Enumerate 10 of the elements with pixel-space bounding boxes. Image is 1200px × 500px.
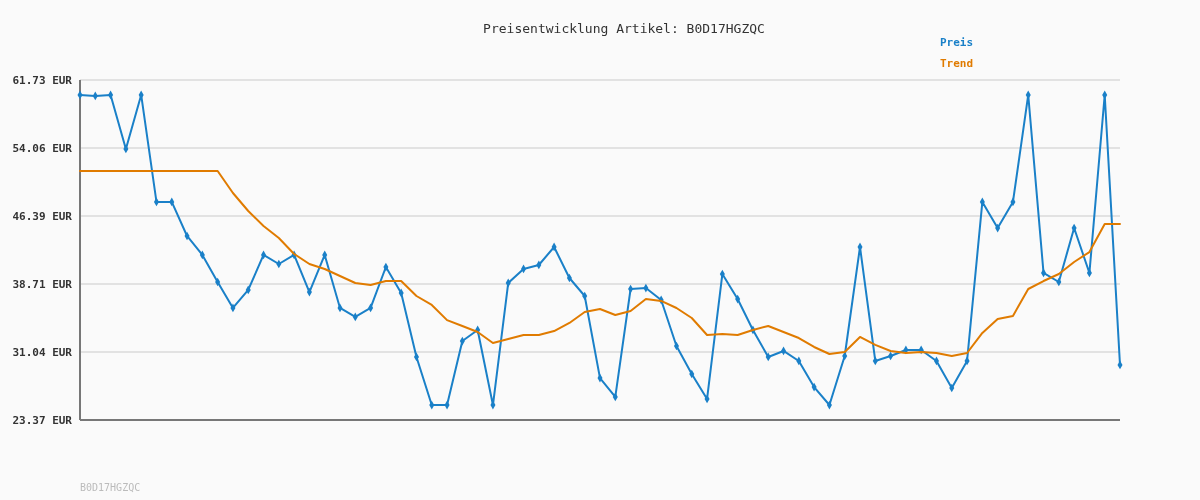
y-tick-label: 31.04 EUR [12,346,73,360]
text: Trend [940,57,974,70]
y-tick-label: 61.73 EUR [12,74,73,87]
y-tick-label: 38.71 EUR [12,278,73,292]
y-tick-label: 54.06 EUR [12,141,73,155]
text: B0D17HGZQC [80,482,141,493]
y-tick-label: 23.37 EUR [12,414,73,427]
chart-title: Preisentwicklung Artikel: B0D17HGZQC [483,21,765,36]
text: Preis [940,36,974,49]
y-tick-label: 46.39 EUR [12,209,73,223]
